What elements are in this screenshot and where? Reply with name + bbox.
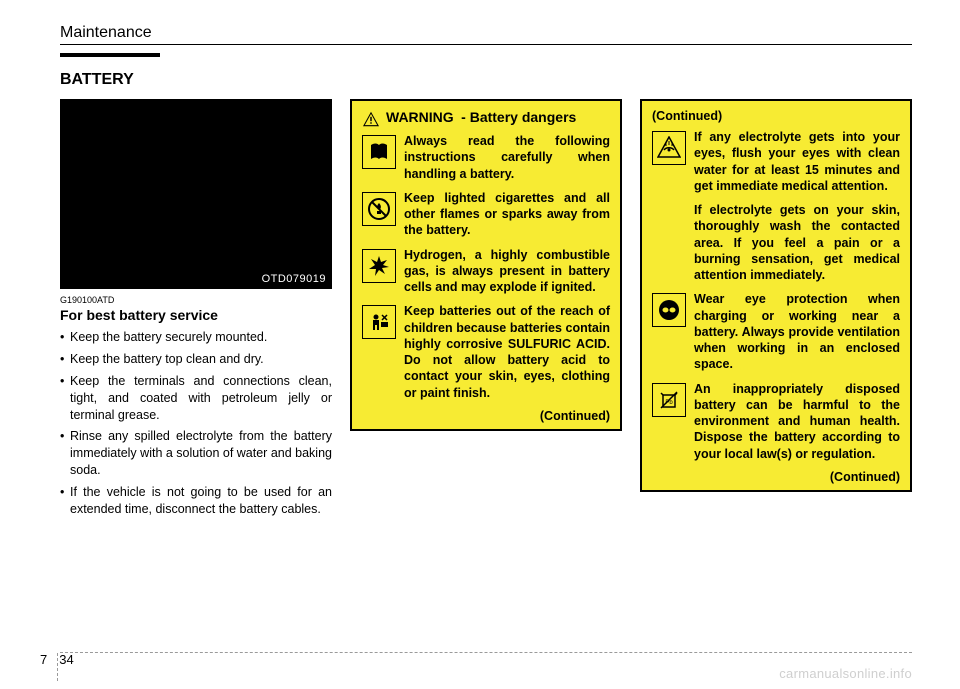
watermark: carmanualsonline.info	[779, 666, 912, 681]
warning-text: Wear eye protection when charging or wor…	[694, 291, 900, 372]
warning-text: Keep lighted cigarettes and all other fl…	[404, 190, 610, 239]
recycle-pb-icon: Pb	[652, 383, 686, 417]
goggles-icon	[652, 293, 686, 327]
continued-label: (Continued)	[362, 409, 610, 423]
warning-box: WARNING - Battery dangers Always read th…	[350, 99, 622, 431]
list-item: Keep the terminals and connections clean…	[60, 373, 332, 424]
list-item: Keep the battery top clean and dry.	[60, 351, 332, 368]
figure-label: OTD079019	[262, 273, 326, 285]
list-item: Keep the battery securely mounted.	[60, 329, 332, 346]
manual-icon	[362, 135, 396, 169]
subheading: For best battery service	[60, 307, 332, 323]
continued-top-label: (Continued)	[652, 109, 900, 123]
explosion-icon	[362, 249, 396, 283]
warning-text-extra: If electrolyte gets on your skin, thorou…	[694, 202, 900, 283]
column-right: (Continued) If any electrolyte gets into…	[640, 99, 912, 523]
list-item: Rinse any spilled electrolyte from the b…	[60, 428, 332, 479]
warning-text: An inappropriately disposed battery can …	[694, 381, 900, 462]
keep-away-children-icon	[362, 305, 396, 339]
warning-text: Always read the following instructions c…	[404, 133, 610, 182]
continued-label: (Continued)	[652, 470, 900, 484]
list-item: If the vehicle is not going to be used f…	[60, 484, 332, 518]
page-number: 34	[53, 652, 73, 667]
warning-title: WARNING	[386, 109, 454, 125]
footer-rule	[60, 652, 912, 653]
chapter-number: 7	[40, 652, 53, 667]
page-title: BATTERY	[60, 71, 912, 89]
warning-triangle-icon	[362, 111, 380, 127]
section-header: Maintenance	[60, 24, 164, 42]
column-left: OTD079019 G190100ATD For best battery se…	[60, 99, 332, 523]
no-flame-icon	[362, 192, 396, 226]
warning-text: If any electrolyte gets into your eyes, …	[694, 129, 900, 194]
figure-placeholder: OTD079019	[60, 99, 332, 289]
service-bullet-list: Keep the battery securely mounted. Keep …	[60, 329, 332, 518]
warning-subtitle: - Battery dangers	[461, 109, 576, 125]
warning-text: Hydrogen, a highly com­bustible gas, is …	[404, 247, 610, 296]
header-accent-bar	[60, 53, 160, 57]
eye-flush-icon	[652, 131, 686, 165]
page-footer: 7 34	[40, 652, 74, 667]
warning-text: Keep batteries out of the reach of child…	[404, 303, 610, 401]
column-middle: WARNING - Battery dangers Always read th…	[350, 99, 622, 523]
doc-code: G190100ATD	[60, 295, 332, 305]
warning-box-continued: (Continued) If any electrolyte gets into…	[640, 99, 912, 492]
